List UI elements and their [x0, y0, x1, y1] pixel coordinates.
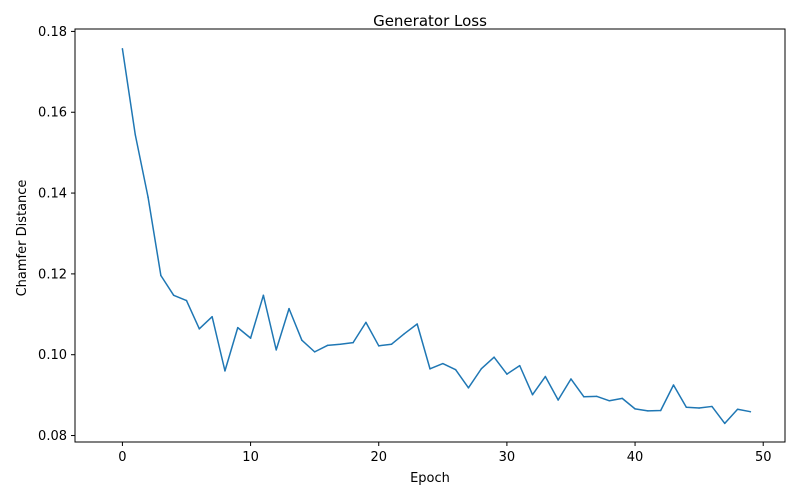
data-point: [621, 397, 623, 400]
data-point: [659, 409, 662, 412]
data-point: [608, 400, 611, 402]
data-point: [698, 407, 700, 409]
data-point: [275, 349, 277, 351]
data-point: [506, 373, 508, 375]
data-point: [634, 408, 636, 410]
data-point: [134, 133, 136, 136]
data-point: [736, 408, 739, 411]
x-tick-label: 30: [499, 450, 516, 465]
data-point: [467, 387, 470, 389]
data-point: [429, 368, 431, 370]
data-point: [121, 48, 124, 50]
data-point: [416, 323, 418, 325]
data-point: [237, 326, 239, 329]
data-point: [249, 337, 252, 339]
data-point: [403, 332, 406, 335]
plot-frame: [74, 28, 786, 443]
data-point: [339, 343, 342, 345]
data-point: [583, 395, 585, 398]
data-point: [262, 294, 265, 297]
y-axis-label: Chamfer Distance: [15, 180, 30, 297]
data-point: [749, 410, 752, 413]
data-point: [570, 378, 572, 380]
plot-area: [75, 29, 785, 442]
y-tick-label: 0.08: [38, 429, 67, 444]
data-point: [724, 422, 726, 425]
y-tick-label: 0.10: [38, 348, 67, 363]
x-tick-label: 40: [627, 450, 644, 465]
x-tick-label: 10: [242, 450, 259, 465]
y-tick-label: 0.12: [38, 267, 67, 282]
data-point: [147, 196, 149, 198]
y-tick-label: 0.16: [38, 106, 67, 121]
data-point: [211, 315, 213, 318]
data-point: [365, 321, 367, 324]
data-point: [224, 370, 226, 372]
x-axis-ticks: 0 10 20 30 40 50: [118, 442, 771, 465]
data-point: [172, 294, 175, 297]
data-point: [595, 395, 598, 398]
data-point: [301, 339, 303, 341]
data-point: [518, 364, 521, 367]
data-point: [685, 406, 688, 408]
data-point: [557, 399, 559, 401]
data-point: [454, 368, 457, 371]
data-point: [672, 384, 675, 386]
y-axis-ticks: 0.08 0.10 0.12 0.14 0.16 0.18: [38, 25, 75, 444]
data-point: [442, 362, 444, 365]
data-point: [326, 344, 329, 347]
data-point: [352, 341, 354, 344]
x-tick-label: 20: [370, 450, 387, 465]
chart-title: Generator Loss: [373, 12, 487, 30]
x-tick-label: 0: [118, 450, 126, 465]
data-point: [198, 328, 201, 330]
data-point: [390, 343, 393, 345]
series-line: [121, 48, 751, 425]
data-point: [711, 405, 713, 408]
data-point: [377, 345, 380, 347]
x-axis-label: Epoch: [410, 471, 450, 486]
data-point: [480, 368, 483, 370]
y-tick-label: 0.18: [38, 25, 67, 40]
data-point: [647, 410, 649, 412]
x-tick-label: 50: [755, 450, 772, 465]
data-point: [160, 274, 162, 277]
data-points: [121, 48, 752, 425]
data-point: [544, 375, 547, 378]
data-point: [531, 393, 534, 396]
data-point: [493, 356, 495, 358]
data-point: [313, 351, 316, 353]
y-tick-label: 0.14: [38, 187, 67, 202]
data-point: [288, 307, 290, 310]
data-point: [185, 299, 188, 302]
